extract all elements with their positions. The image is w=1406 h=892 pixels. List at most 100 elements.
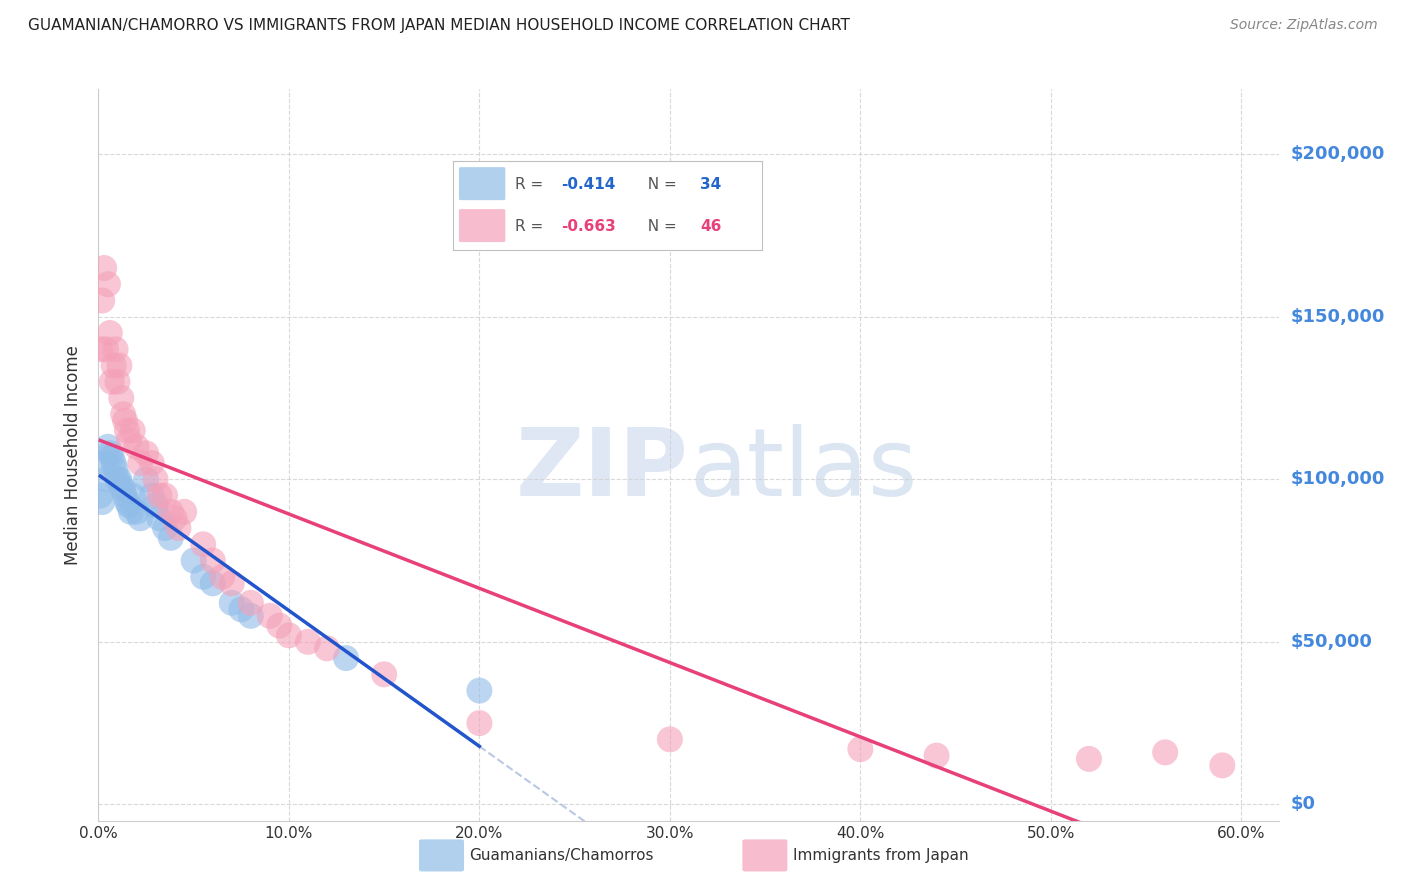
Point xyxy=(193,537,215,551)
Point xyxy=(129,456,152,470)
Point xyxy=(125,505,148,519)
Point xyxy=(104,343,127,357)
Point xyxy=(141,489,163,503)
Text: 46: 46 xyxy=(700,219,721,234)
Point xyxy=(231,602,253,616)
Text: $50,000: $50,000 xyxy=(1291,632,1372,651)
Point xyxy=(201,576,224,591)
FancyBboxPatch shape xyxy=(458,167,505,200)
Point xyxy=(163,511,186,525)
Text: Source: ZipAtlas.com: Source: ZipAtlas.com xyxy=(1230,18,1378,32)
Point xyxy=(103,456,125,470)
Text: R =: R = xyxy=(515,219,548,234)
Text: -0.663: -0.663 xyxy=(561,219,616,234)
Point xyxy=(167,521,190,535)
Point xyxy=(121,489,143,503)
Point xyxy=(153,489,176,503)
Point xyxy=(468,716,491,731)
Point xyxy=(100,450,122,464)
Point xyxy=(145,498,167,512)
Point xyxy=(148,489,170,503)
Text: ZIP: ZIP xyxy=(516,424,689,516)
Point xyxy=(100,375,122,389)
Point xyxy=(316,641,339,656)
Point xyxy=(277,628,299,642)
Point xyxy=(115,495,138,509)
Point xyxy=(94,472,117,486)
Text: N =: N = xyxy=(638,219,682,234)
Point xyxy=(91,293,114,308)
Point xyxy=(259,608,281,623)
Y-axis label: Median Household Income: Median Household Income xyxy=(65,345,83,565)
Point xyxy=(97,277,120,292)
Text: Guamanians/Chamorros: Guamanians/Chamorros xyxy=(470,848,654,863)
Point xyxy=(118,434,141,448)
Point xyxy=(221,596,243,610)
Point xyxy=(120,505,142,519)
Point xyxy=(148,511,170,525)
Text: R =: R = xyxy=(515,177,548,192)
Point xyxy=(1211,758,1233,772)
Point xyxy=(141,456,163,470)
Point xyxy=(110,391,132,405)
Text: $150,000: $150,000 xyxy=(1291,308,1385,326)
Point xyxy=(373,667,395,681)
Text: 34: 34 xyxy=(700,177,721,192)
Point xyxy=(118,498,141,512)
Point xyxy=(98,326,121,340)
Point xyxy=(93,456,115,470)
Point xyxy=(114,489,136,503)
Point xyxy=(239,596,262,610)
Point xyxy=(107,375,129,389)
Point xyxy=(239,608,262,623)
Text: $100,000: $100,000 xyxy=(1291,470,1385,488)
Point xyxy=(211,570,233,584)
Text: $200,000: $200,000 xyxy=(1291,145,1385,163)
Point xyxy=(98,446,121,460)
Point xyxy=(135,472,157,486)
Point xyxy=(129,511,152,525)
Point xyxy=(145,472,167,486)
Text: -0.414: -0.414 xyxy=(561,177,616,192)
Point xyxy=(112,482,135,496)
Point xyxy=(159,505,181,519)
Point xyxy=(658,732,681,747)
Point xyxy=(107,472,129,486)
Point xyxy=(173,505,195,519)
Text: GUAMANIAN/CHAMORRO VS IMMIGRANTS FROM JAPAN MEDIAN HOUSEHOLD INCOME CORRELATION : GUAMANIAN/CHAMORRO VS IMMIGRANTS FROM JA… xyxy=(28,18,851,33)
Point xyxy=(89,489,111,503)
Point xyxy=(849,742,872,756)
Point xyxy=(135,446,157,460)
Text: N =: N = xyxy=(638,177,682,192)
Point xyxy=(97,440,120,454)
FancyBboxPatch shape xyxy=(458,209,505,242)
Point xyxy=(925,748,948,763)
Point xyxy=(193,570,215,584)
Point xyxy=(221,576,243,591)
Text: atlas: atlas xyxy=(689,424,917,516)
Point xyxy=(201,553,224,567)
Point xyxy=(269,618,291,632)
Point xyxy=(1078,752,1101,766)
Point xyxy=(468,683,491,698)
Point xyxy=(93,260,115,275)
Point xyxy=(89,343,111,357)
Point xyxy=(114,414,136,428)
Point xyxy=(91,495,114,509)
Point xyxy=(104,462,127,476)
Point xyxy=(112,407,135,421)
Point xyxy=(103,359,125,373)
Point xyxy=(110,479,132,493)
Point xyxy=(108,359,131,373)
Point xyxy=(115,424,138,438)
Point xyxy=(335,651,357,665)
Point xyxy=(1154,745,1177,759)
Point xyxy=(297,635,319,649)
Point xyxy=(108,472,131,486)
Point xyxy=(94,343,117,357)
Text: $0: $0 xyxy=(1291,796,1316,814)
Point xyxy=(121,424,143,438)
Text: Immigrants from Japan: Immigrants from Japan xyxy=(793,848,969,863)
Point xyxy=(153,521,176,535)
Point xyxy=(125,440,148,454)
